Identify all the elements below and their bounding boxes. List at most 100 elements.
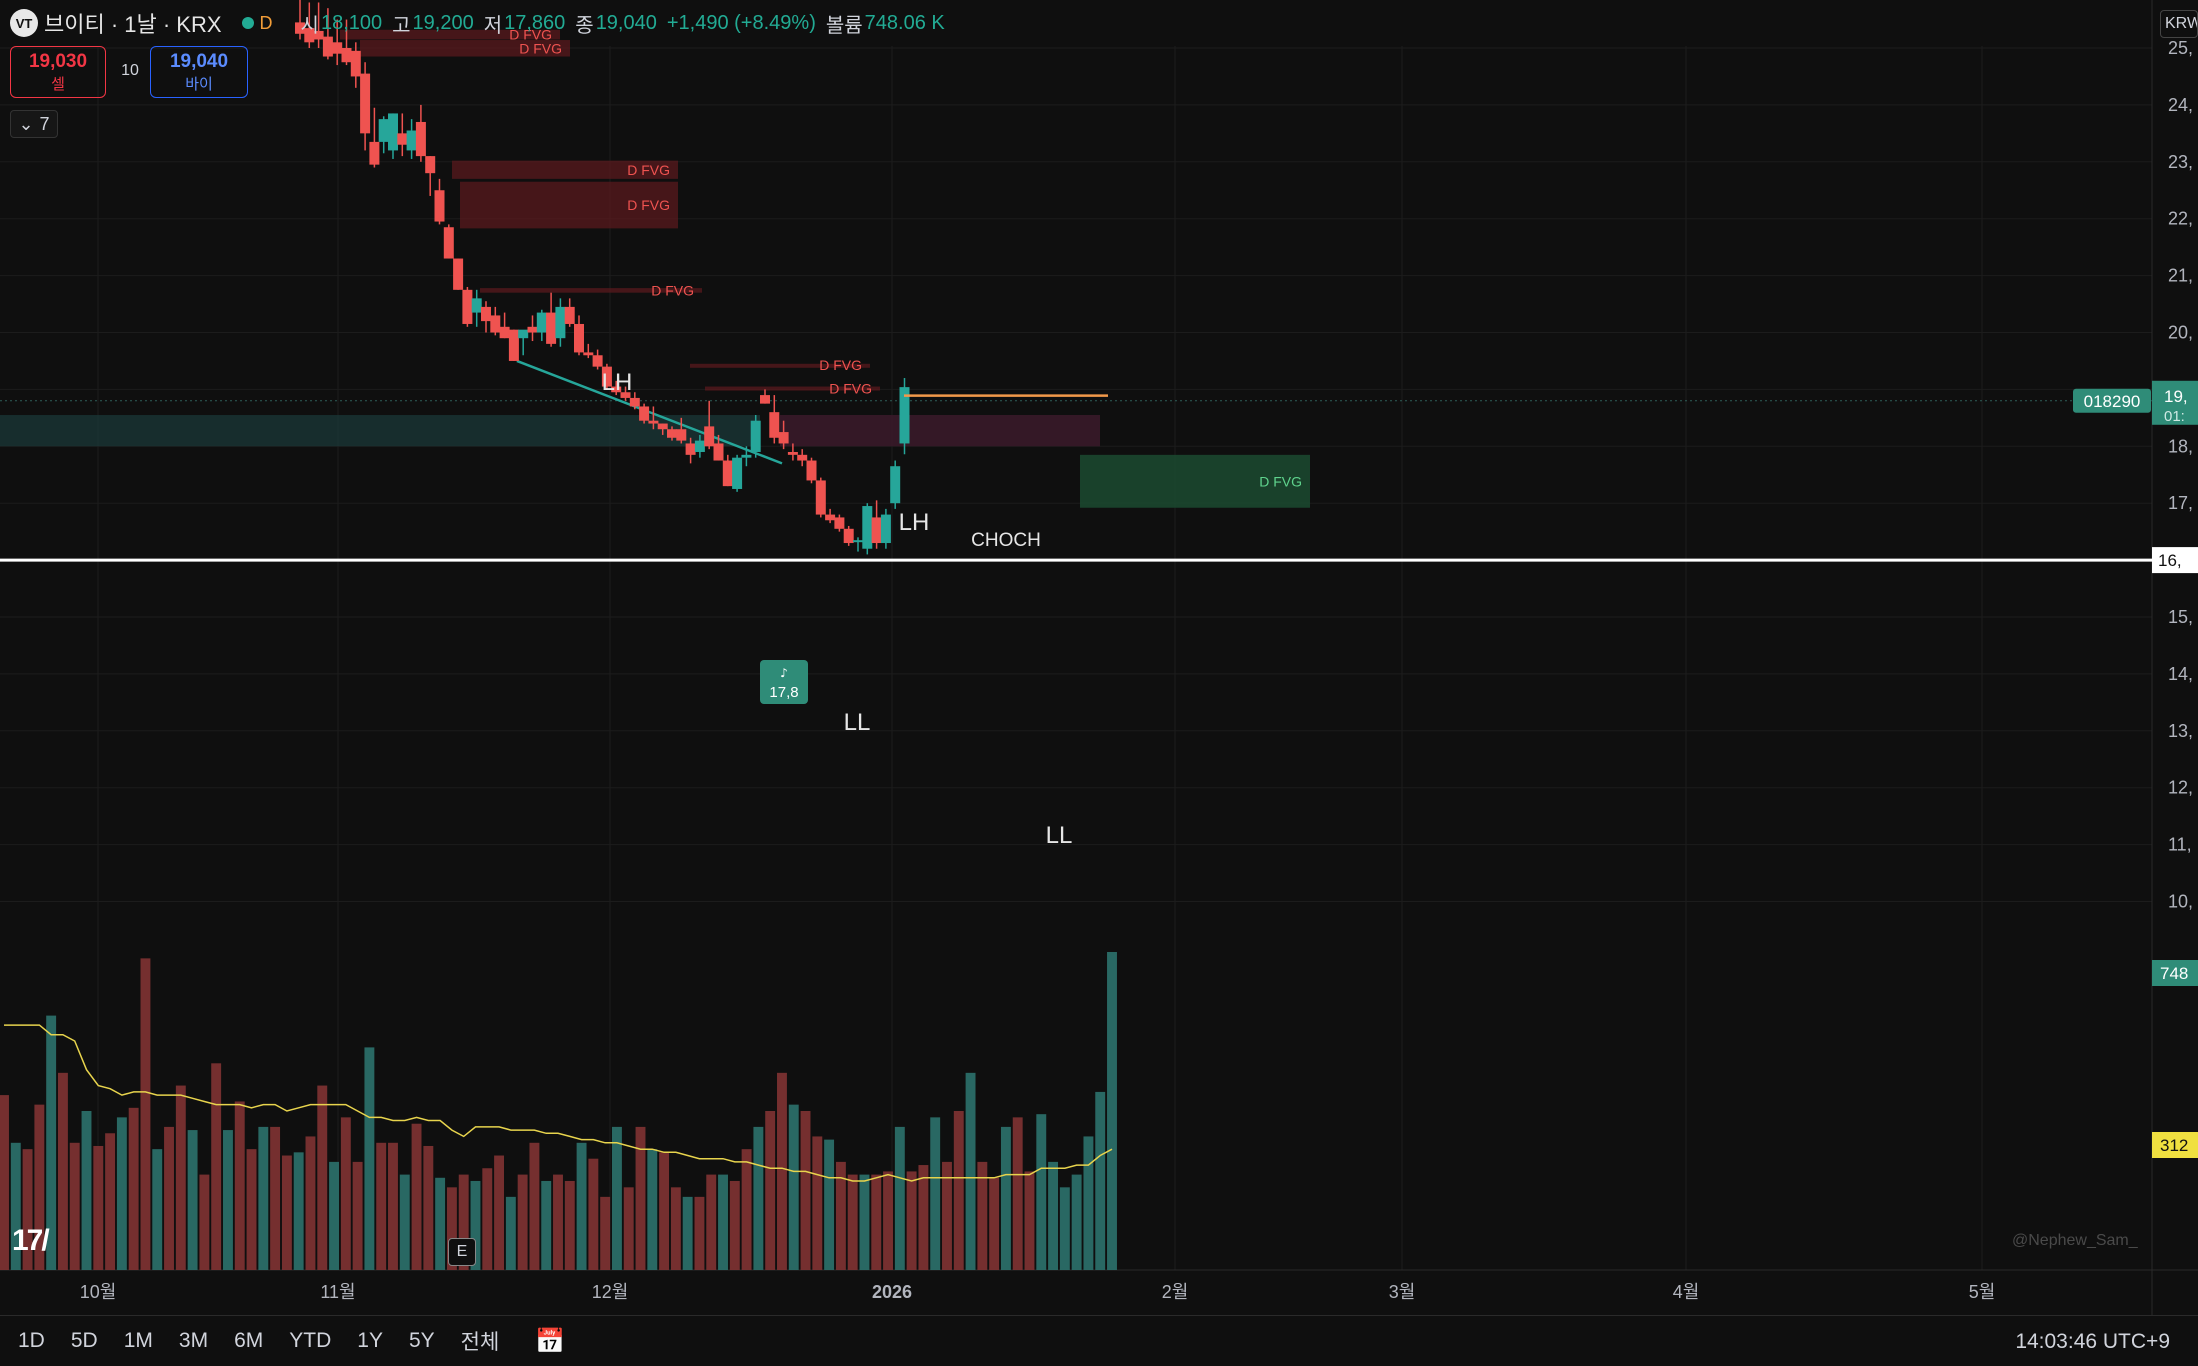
timeframe-1d[interactable]: 1D [18,1329,45,1352]
calendar-icon[interactable]: 📅 [535,1327,566,1355]
volume-bar [918,1165,929,1270]
timeframe-all[interactable]: 전체 [460,1331,500,1354]
candle-body [471,298,482,313]
volume-bar [942,1161,952,1270]
symbol-title[interactable]: 브이티 · 1날 · KRX [44,12,222,37]
volume-ma-badge-label: 312 [2160,1136,2188,1155]
volume-bar [199,1174,210,1270]
timeframe-5d[interactable]: 5D [70,1329,98,1352]
volume-bar [494,1155,505,1270]
candle-body [592,355,603,367]
volume-bar [977,1161,988,1270]
volume-bar [953,1111,964,1270]
volume-bar [930,1117,941,1270]
volume-bar [906,1171,917,1270]
fvg-zone [452,160,678,179]
symbol-logo[interactable]: VT [10,9,38,37]
volume-bar [93,1145,104,1270]
volume-bar [1083,1136,1094,1270]
candle-body [899,387,910,444]
volume-bar [965,1072,976,1270]
volume-bar [1000,1126,1011,1270]
currency-button[interactable]: KRW [2160,10,2198,38]
indicator-count: 7 [39,113,50,134]
timeframe-ytd[interactable]: YTD [289,1329,332,1352]
volume-bar [246,1149,257,1270]
candle-body [648,420,659,424]
volume-bar [1036,1114,1047,1270]
volume-bar [741,1149,752,1270]
order-quantity[interactable]: 10 [121,62,139,79]
candle-body [332,42,343,54]
volume-bar [116,1117,127,1270]
indicators-toggle-button[interactable]: ⌄ 7 [10,110,58,138]
timeframe-3m[interactable]: 3M [178,1329,209,1352]
volume-bar [859,1174,870,1270]
y-tick-label: 20, [2168,323,2193,343]
volume-bar [576,1142,587,1270]
x-tick-label: 3월 [1389,1282,1416,1302]
volume-bar [175,1085,186,1270]
volume-bar [446,1187,457,1270]
buy-button[interactable]: 19,040 바이 [150,46,248,98]
support-price-badge [2152,547,2198,574]
candle-body [564,306,575,324]
candle-body [862,506,873,549]
volume-bar [211,1063,222,1270]
volume-bar [635,1126,646,1270]
sell-label: 셀 [51,76,65,93]
candle-body [657,423,668,430]
volume-bar [812,1136,823,1270]
volume-bar [883,1171,893,1270]
y-tick-label: 18, [2168,436,2193,456]
volume-bar [376,1142,387,1270]
candle-body [750,420,761,452]
timeframe-5y[interactable]: 5Y [408,1329,435,1352]
timeframe-1y[interactable]: 1Y [357,1329,383,1352]
volume-bar [871,1174,882,1270]
candle-body [434,190,445,222]
volume-bar [152,1149,163,1270]
volume-bar [187,1130,198,1270]
y-tick-label: 13, [2168,721,2193,741]
candle-body [415,121,426,157]
candle-body [601,366,612,387]
tradingview-logo-icon[interactable]: 17/ [12,1224,50,1257]
volume-bar [541,1180,552,1270]
x-tick-label: 2026 [872,1282,912,1302]
fvg-zone [460,181,678,229]
timeframe-6m[interactable]: 6M [234,1329,264,1352]
clock[interactable]: 14:03:46 UTC+9 [2015,1330,2170,1353]
volume-bar [364,1047,375,1270]
candle-body [778,432,789,444]
y-tick-label: 17, [2168,493,2193,513]
buy-price: 19,040 [169,51,229,72]
x-tick-label: 5월 [1969,1282,1996,1302]
sell-button[interactable]: 19,030 셀 [10,46,106,98]
volume-bar [105,1133,116,1270]
watermark: @Nephew_Sam_ [2012,1232,2138,1249]
y-tick-label: 25, [2168,38,2193,58]
fvg-zone [360,40,570,57]
candle-body [694,440,705,452]
volume-bar [824,1139,835,1270]
alert-marker [760,660,808,704]
earnings-icon[interactable]: E [448,1238,476,1266]
order-block-zone [0,415,760,447]
candle-body [815,480,826,515]
candle-body [304,28,315,43]
timeframe-1m[interactable]: 1M [123,1329,153,1352]
x-tick-label: 11월 [320,1282,355,1302]
structure-label: LL [1046,822,1073,849]
volume-bar [69,1142,80,1270]
volume-badge [2152,960,2198,986]
volume-bar [423,1145,434,1270]
buy-label: 바이 [185,76,213,93]
y-tick-label: 14, [2168,664,2193,684]
candle-body [834,517,845,529]
volume-bar [529,1142,540,1270]
volume-bar [553,1174,563,1270]
volume-bar [517,1174,528,1270]
volume-bar [34,1104,45,1270]
